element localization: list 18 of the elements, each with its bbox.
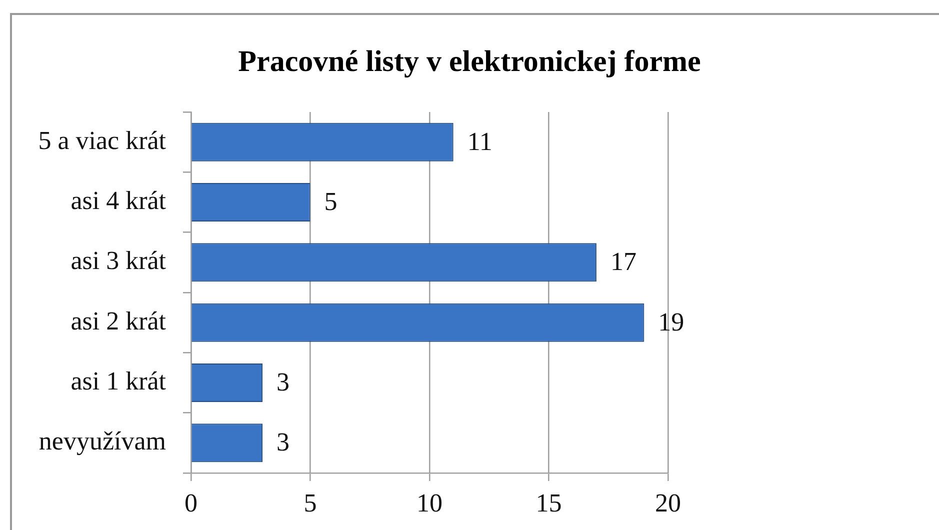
x-tick-label: 20 — [655, 488, 681, 518]
y-tick-label: 5 a viac krát — [38, 126, 167, 155]
data-label: 5 — [324, 187, 338, 216]
x-tick-label: 5 — [304, 488, 317, 518]
chart-title: Pracovné listy v elektronickej forme — [237, 44, 702, 80]
y-tick-label: asi 1 krát — [70, 366, 167, 396]
y-tick-label: asi 3 krát — [70, 246, 167, 276]
data-label: 17 — [610, 247, 636, 276]
y-tick-label: asi 2 krát — [70, 306, 167, 336]
y-tick-label: asi 4 krát — [70, 186, 167, 216]
x-tick-label: 0 — [184, 488, 198, 518]
data-label: 19 — [658, 307, 684, 336]
data-label: 11 — [467, 126, 492, 156]
y-tick-label: nevyužívam — [38, 426, 166, 456]
data-label: 3 — [276, 368, 290, 397]
data-label: 3 — [276, 428, 290, 457]
x-tick-label: 15 — [536, 488, 562, 518]
x-tick-label: 10 — [416, 488, 442, 518]
